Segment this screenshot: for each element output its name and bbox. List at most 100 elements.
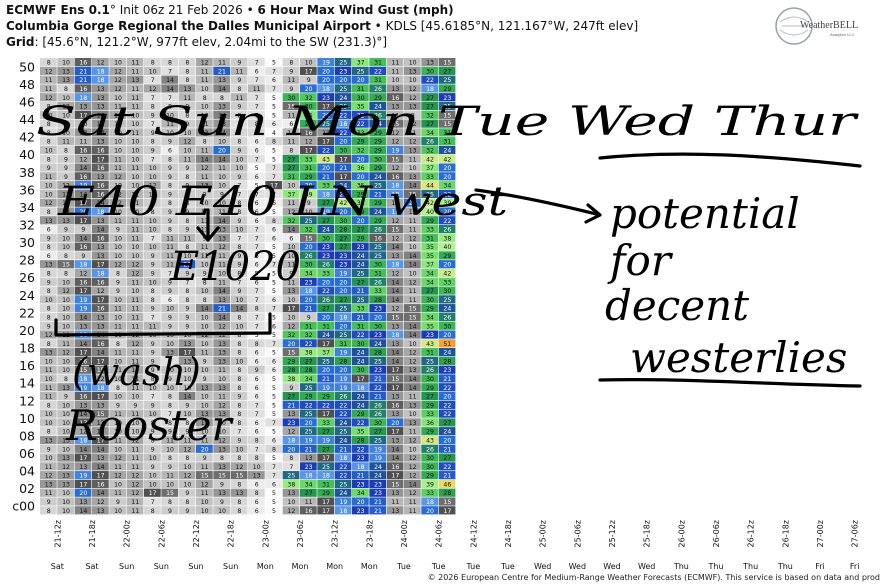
heatmap-cell-value: 5 [272, 271, 276, 278]
heatmap-cell [265, 479, 283, 489]
heatmap-cell-value: 8 [203, 139, 207, 146]
heatmap-cell [248, 268, 265, 278]
heatmap-cell [317, 93, 335, 102]
heatmap-cell-value: 13 [201, 411, 209, 418]
heatmap-cell-value: 13 [218, 385, 226, 392]
heatmap-cell [40, 418, 57, 427]
heatmap-cell [282, 488, 300, 497]
heatmap-cell-value: 10 [62, 297, 70, 304]
heatmap-cell [386, 348, 404, 357]
heatmap-cell [178, 506, 196, 515]
heatmap-cell-value: 7 [168, 358, 172, 365]
heatmap-cell [144, 277, 161, 286]
heatmap-cell [438, 154, 456, 163]
heatmap-cell [161, 356, 179, 365]
heatmap-cell-value: 16 [79, 86, 87, 93]
heatmap-cell [230, 479, 248, 489]
heatmap-cell [300, 137, 317, 146]
day-label: Tue [396, 562, 411, 571]
heatmap-cell [369, 400, 387, 409]
heatmap-cell [40, 224, 57, 234]
heatmap-cell-value: 33 [426, 174, 434, 181]
heatmap-cell-value: 17 [97, 394, 105, 401]
heatmap-cell-value: 20 [305, 183, 313, 190]
heatmap-cell-value: 25 [305, 385, 313, 392]
heatmap-cell [317, 391, 335, 401]
heatmap-cell-value: 5 [272, 394, 276, 401]
heatmap-cell-value: 11 [287, 139, 295, 146]
heatmap-cell [334, 137, 352, 146]
heatmap-cell [109, 479, 127, 489]
heatmap-cell-value: 18 [79, 262, 87, 269]
heatmap-cell-value: 10 [183, 481, 191, 488]
heatmap-cell-value: 12 [45, 95, 53, 102]
heatmap-cell-value: 10 [218, 183, 226, 190]
heatmap-cell-value: 38 [287, 376, 295, 383]
heatmap-cell [438, 488, 456, 497]
heatmap-cell-value: 12 [391, 218, 399, 225]
heatmap-cell [40, 391, 57, 401]
heatmap-cell-value: 14 [97, 350, 105, 357]
heatmap-cell [334, 409, 352, 418]
heatmap-cell-value: 16 [97, 279, 105, 286]
heatmap-cell-value: 11 [131, 508, 139, 515]
heatmap-cell-value: 11 [201, 68, 209, 75]
day-label: Sat [51, 562, 64, 571]
heatmap-cell [213, 356, 231, 365]
heatmap-cell-value: 9 [81, 253, 85, 260]
heatmap-cell [369, 453, 387, 462]
heatmap-cell-value: 28 [339, 227, 347, 234]
heatmap-cell-value: 9 [168, 314, 172, 321]
heatmap-cell [92, 321, 109, 330]
heatmap-cell [300, 497, 317, 506]
heatmap-cell-value: 27 [443, 68, 451, 75]
heatmap-cell-value: 33 [322, 183, 330, 190]
heatmap-cell [317, 207, 335, 216]
heatmap-cell-value: 17 [270, 183, 278, 190]
heatmap-cell [265, 207, 283, 216]
heatmap-cell [421, 374, 439, 383]
heatmap-cell [196, 207, 213, 216]
heatmap-cell-value: 8 [47, 130, 51, 137]
heatmap-cell-value: 21 [374, 394, 382, 401]
heatmap-cell [248, 224, 265, 234]
heatmap-cell-value: 17 [97, 297, 105, 304]
day-label: Mon [361, 562, 378, 571]
heatmap-cell-value: 13 [218, 235, 226, 242]
heatmap-cell-value: 14 [218, 314, 226, 321]
heatmap-cell [386, 66, 404, 75]
heatmap-cell [334, 444, 352, 453]
heatmap-cell [282, 462, 300, 471]
heatmap-cell [438, 400, 456, 409]
heatmap-cell [248, 242, 265, 251]
heatmap-cell-value: 8 [151, 508, 155, 515]
heatmap-cell-value: 27 [443, 455, 451, 462]
heatmap-cell-value: 7 [255, 314, 259, 321]
heatmap-cell [230, 506, 248, 515]
heatmap-cell-value: 10 [287, 499, 295, 506]
heatmap-cell-value: 9 [151, 367, 155, 374]
heatmap-cell-value: 15 [218, 473, 226, 480]
heatmap-cell-value: 27 [287, 394, 295, 401]
heatmap-cell-value: 12 [114, 112, 122, 119]
heatmap-cell-value: 25 [339, 104, 347, 111]
heatmap-cell [421, 356, 439, 365]
heatmap-cell [40, 101, 57, 111]
day-label: Thu [777, 562, 793, 571]
heatmap-cell [282, 400, 300, 409]
heatmap-cell-value: 9 [151, 464, 155, 471]
heatmap-cell [282, 374, 300, 383]
heatmap-cell-value: 10 [45, 420, 53, 427]
heatmap-cell [92, 198, 109, 207]
heatmap-cell-value: 35 [357, 183, 365, 190]
heatmap-cell [317, 84, 335, 93]
heatmap-cell-value: 14 [218, 112, 226, 119]
heatmap-cell [300, 75, 317, 84]
heatmap-cell-value: 10 [149, 165, 157, 172]
heatmap-cell-value: 22 [357, 420, 365, 427]
heatmap-cell [161, 348, 179, 357]
heatmap-cell [109, 391, 127, 401]
heatmap-cell-value: 8 [151, 297, 155, 304]
heatmap-cell-value: 5 [272, 350, 276, 357]
heatmap-cell [92, 383, 109, 392]
